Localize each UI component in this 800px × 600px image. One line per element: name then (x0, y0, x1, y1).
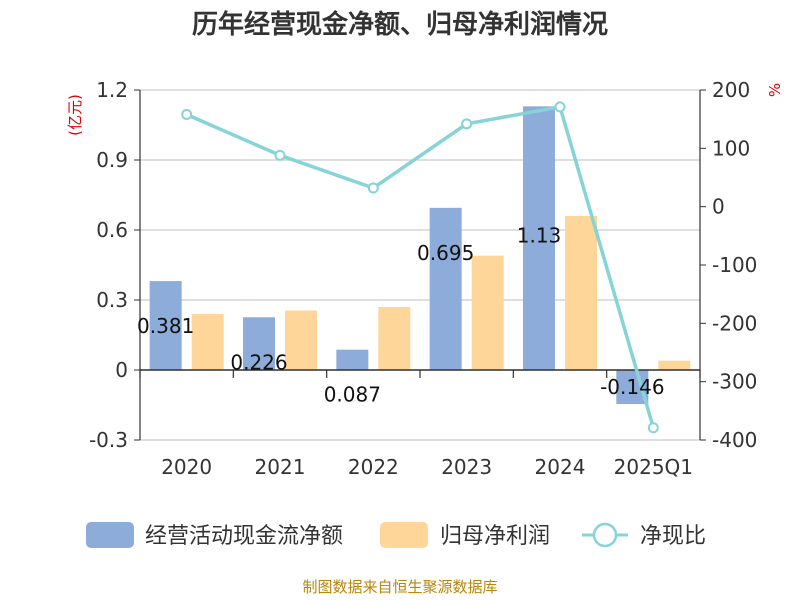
left-tick-label: 0.9 (96, 148, 128, 172)
legend-swatch-profit (380, 522, 428, 548)
ratio-point (367, 182, 379, 194)
ratio-line-path (185, 105, 656, 429)
cashflow-data-label: 0.226 (230, 350, 287, 374)
cashflow-bar (243, 317, 275, 370)
legend-swatch-cashflow (86, 522, 134, 548)
legend-label-profit: 归母净利润 (440, 524, 550, 549)
right-axis-unit: % (766, 83, 784, 97)
right-tick-label: -200 (712, 311, 757, 335)
right-tick-label: -100 (712, 253, 757, 277)
profit-bar (191, 314, 224, 370)
right-tick-label: 200 (712, 78, 750, 102)
ratio-line (181, 101, 659, 434)
cashflow-data-label: 0.695 (417, 241, 474, 265)
profit-bar (471, 255, 504, 370)
legend-label-cashflow: 经营活动现金流净额 (145, 524, 343, 549)
data-labels: 0.381 0.226 0.087 0.695 1.13 -0.146 (137, 223, 665, 406)
x-tick-label: 2020 (161, 455, 212, 479)
x-tick-label: 2024 (535, 455, 586, 479)
x-axis-ticks: 2020 2021 2022 2023 2024 2025Q1 (161, 455, 693, 479)
ratio-point (274, 149, 286, 161)
axes (139, 90, 701, 440)
ratio-point (181, 109, 193, 120)
cashflow-data-label: 0.087 (324, 383, 381, 407)
legend-label-ratio: 净现比 (640, 524, 706, 549)
right-tick-label: -400 (712, 428, 757, 452)
cashflow-bar (523, 106, 555, 370)
ratio-point (554, 101, 566, 113)
profit-bar (658, 360, 691, 370)
right-axis-ticks: 200 100 0 -100 -200 -300 -400 (700, 78, 757, 452)
cashflow-data-label: 0.381 (137, 314, 194, 338)
profit-bar (565, 216, 597, 370)
right-tick-label: -300 (712, 370, 757, 394)
ratio-point (461, 118, 473, 130)
x-tick-label: 2022 (348, 455, 399, 479)
profit-bar (378, 307, 411, 370)
ratio-point (647, 422, 659, 434)
profit-bar (285, 310, 317, 370)
bars (149, 106, 691, 405)
left-tick-label: 0.3 (96, 288, 128, 312)
cashflow-bar (149, 281, 182, 370)
right-tick-label: 100 (712, 136, 750, 160)
left-axis-ticks: 1.2 0.9 0.6 0.3 0 -0.3 (89, 78, 140, 452)
legend: 经营活动现金流净额 归母净利润 净现比 (86, 522, 706, 549)
cashflow-bar (336, 349, 369, 370)
left-tick-label: 0 (115, 358, 128, 382)
cashflow-data-label: 1.13 (517, 223, 562, 247)
cashflow-data-label: -0.146 (600, 375, 664, 399)
x-tick-label: 2021 (255, 455, 306, 479)
x-tick-label: 2025Q1 (614, 455, 693, 479)
left-tick-label: -0.3 (89, 428, 128, 452)
right-tick-label: 0 (712, 195, 725, 219)
left-tick-label: 0.6 (96, 218, 128, 242)
x-tick-label: 2023 (441, 455, 492, 479)
legend-swatch-ratio-marker (592, 522, 618, 548)
cashflow-bar (429, 207, 462, 370)
left-axis-unit: (亿元) (66, 94, 84, 136)
source-note: 制图数据来自恒生聚源数据库 (302, 578, 497, 596)
left-tick-label: 1.2 (96, 78, 128, 102)
chart-title: 历年经营现金净额、归母净利润情况 (192, 9, 608, 40)
